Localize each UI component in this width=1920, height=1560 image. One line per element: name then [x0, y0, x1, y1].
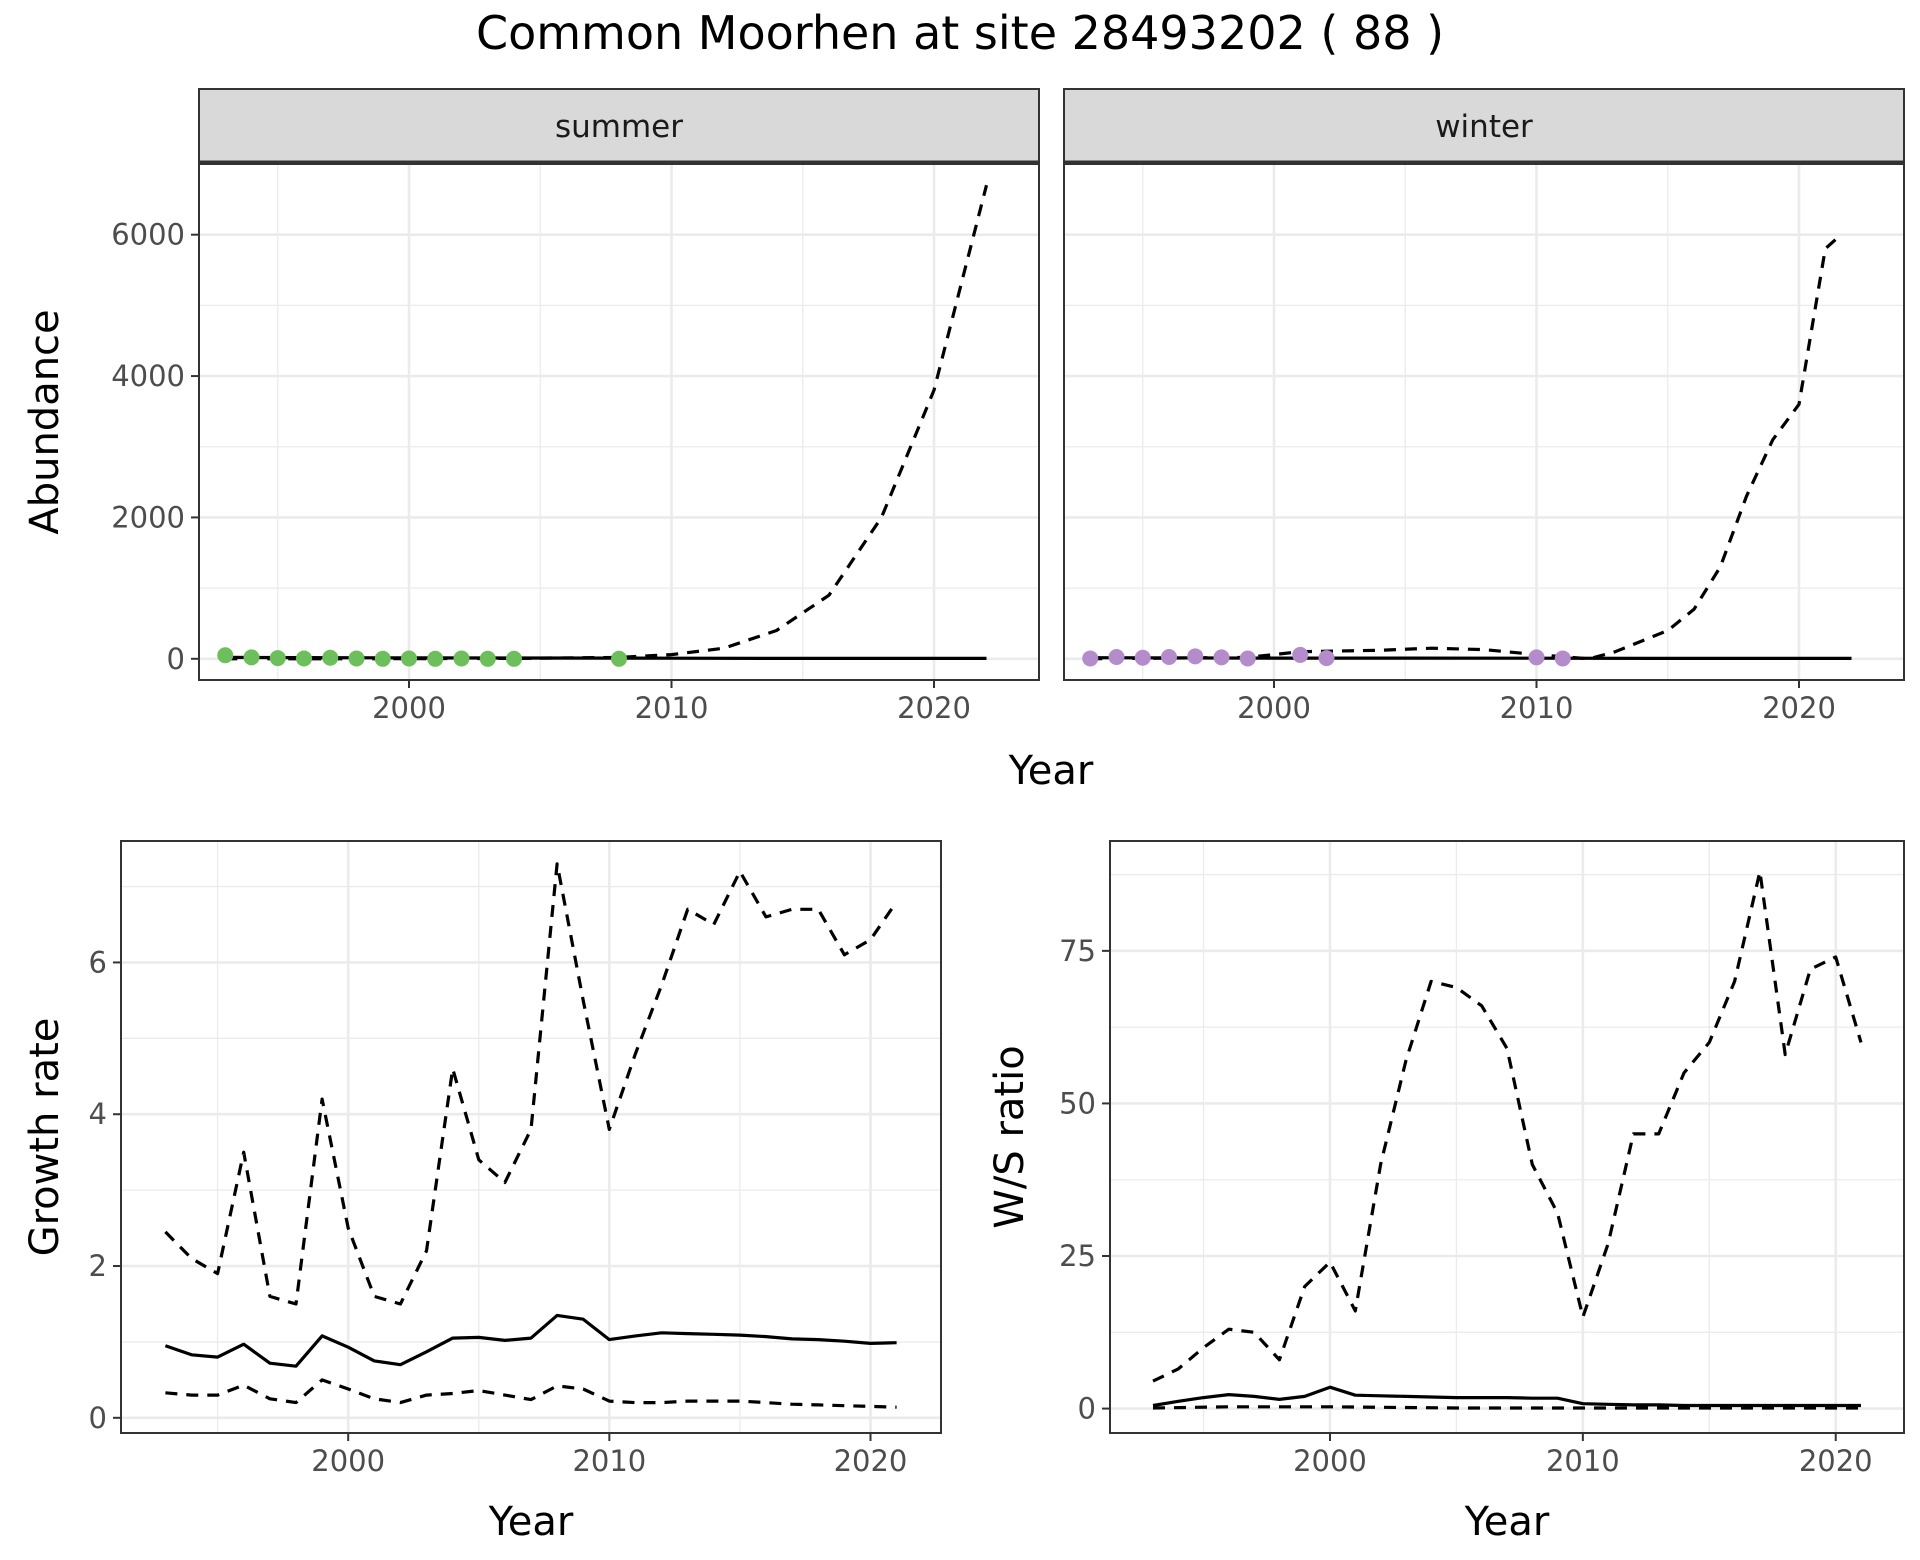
data-point: [217, 647, 234, 664]
data-point: [1134, 649, 1151, 666]
y-tick-label: 0: [89, 1401, 107, 1435]
y-axis-label: Growth rate: [22, 1018, 68, 1257]
x-tick-label: 2010: [1546, 1444, 1620, 1478]
data-point: [479, 650, 496, 667]
series-line-solid-0: [225, 655, 987, 661]
data-point: [1187, 648, 1204, 665]
data-point: [506, 650, 522, 667]
y-tick-label: 2000: [111, 500, 185, 534]
y-tick-label: 6: [89, 945, 107, 979]
x-tick-label: 2000: [311, 1444, 385, 1478]
y-tick-label: 4: [89, 1097, 107, 1131]
series-line-dashed-1: [1152, 869, 1863, 1383]
x-tick-label: 2020: [834, 1444, 908, 1478]
y-tick-label: 75: [1059, 934, 1096, 968]
data-point: [427, 650, 444, 667]
data-point: [322, 649, 339, 666]
x-tick-label: 2000: [372, 691, 446, 725]
data-point: [348, 650, 365, 667]
data-point: [1161, 649, 1177, 666]
y-tick-label: 25: [1059, 1239, 1096, 1273]
x-axis-label: Year: [1464, 1499, 1550, 1545]
data-point: [401, 650, 417, 667]
data-point: [1528, 649, 1545, 666]
x-tick-label: 2010: [572, 1444, 646, 1478]
facet-strip: [1063, 88, 1905, 163]
y-tick-label: 6000: [111, 218, 185, 252]
panel-border: [120, 840, 942, 1434]
data-point: [1554, 650, 1571, 667]
series-line-dashed-1: [164, 862, 898, 1306]
x-axis-label: Year: [1008, 748, 1094, 794]
figure-title: Common Moorhen at site 28493202 ( 88 ): [475, 6, 1445, 60]
data-point: [1239, 650, 1256, 667]
data-point: [1213, 649, 1230, 666]
panel-border: [1063, 163, 1905, 681]
data-point: [269, 650, 286, 667]
series-line-solid-0: [164, 1313, 897, 1368]
panel-border: [1109, 840, 1905, 1434]
x-tick-label: 2000: [1237, 691, 1311, 725]
data-point: [1292, 646, 1309, 663]
x-tick-label: 2020: [1799, 1444, 1873, 1478]
data-point: [296, 650, 312, 667]
data-point: [453, 650, 470, 667]
x-tick-label: 2000: [1293, 1444, 1367, 1478]
data-point: [1082, 650, 1099, 667]
y-tick-label: 50: [1059, 1086, 1096, 1120]
data-point: [611, 650, 627, 667]
facet-strip: [198, 88, 1040, 163]
data-point: [1108, 649, 1125, 666]
series-line-solid-0: [1152, 1385, 1861, 1408]
x-tick-label: 2020: [897, 691, 971, 725]
y-axis-label: Abundance: [22, 309, 68, 534]
x-axis-label: Year: [488, 1499, 574, 1545]
x-tick-label: 2010: [1500, 691, 1574, 725]
y-tick-label: 4000: [111, 359, 185, 393]
facet-strip-label-summer: summer: [555, 109, 683, 145]
y-axis-label: W/S ratio: [987, 1045, 1033, 1228]
y-tick-label: 0: [1078, 1392, 1096, 1426]
series-line-dashed-1: [1090, 233, 1843, 661]
data-point: [243, 649, 260, 666]
facet-strip-label-winter: winter: [1435, 109, 1533, 145]
y-tick-label: 2: [89, 1249, 107, 1283]
x-tick-label: 2020: [1762, 691, 1836, 725]
series-line-dashed-2: [1152, 1405, 1861, 1410]
data-point: [1318, 650, 1335, 667]
x-tick-label: 2010: [635, 691, 709, 725]
series-line-dashed-2: [165, 1378, 897, 1409]
panel-border: [198, 163, 1040, 681]
data-point: [374, 650, 391, 667]
y-tick-label: 0: [167, 642, 185, 676]
